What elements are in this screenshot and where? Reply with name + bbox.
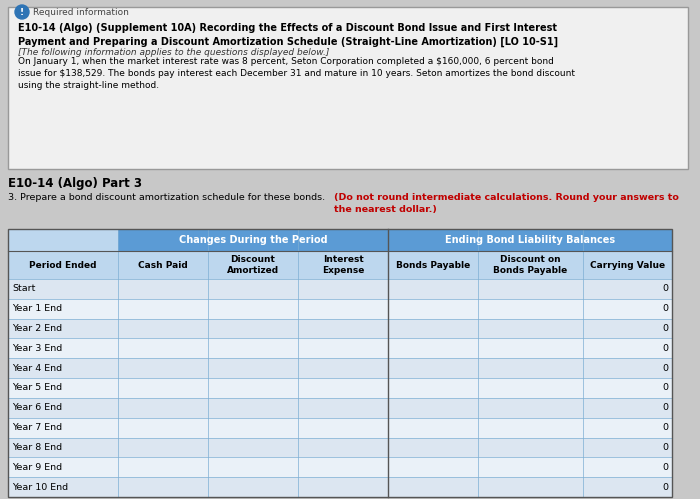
Text: On January 1, when the market interest rate was 8 percent, Seton Corporation com: On January 1, when the market interest r… <box>18 57 575 90</box>
Text: Year 5 End: Year 5 End <box>12 384 62 393</box>
Bar <box>8 418 672 438</box>
Bar <box>8 229 672 497</box>
Bar <box>8 438 672 458</box>
Text: Period Ended: Period Ended <box>29 260 97 269</box>
Text: E10-14 (Algo) Part 3: E10-14 (Algo) Part 3 <box>8 177 142 190</box>
Text: E10-14 (Algo) (Supplement 10A) Recording the Effects of a Discount Bond Issue an: E10-14 (Algo) (Supplement 10A) Recording… <box>18 23 558 47</box>
Text: 0: 0 <box>662 324 668 333</box>
Text: Year 8 End: Year 8 End <box>12 443 62 452</box>
Text: Discount
Amortized: Discount Amortized <box>227 255 279 275</box>
Text: Year 6 End: Year 6 End <box>12 403 62 412</box>
Text: 0: 0 <box>662 423 668 432</box>
Text: Discount on
Bonds Payable: Discount on Bonds Payable <box>494 255 568 275</box>
Text: 0: 0 <box>662 384 668 393</box>
Bar <box>8 251 672 279</box>
Bar <box>8 378 672 398</box>
Circle shape <box>15 5 29 19</box>
Bar <box>8 358 672 378</box>
Text: Changes During the Period: Changes During the Period <box>178 235 328 245</box>
Bar <box>118 229 388 251</box>
Text: Cash Paid: Cash Paid <box>138 260 188 269</box>
Text: Carrying Value: Carrying Value <box>590 260 665 269</box>
Text: 3. Prepare a bond discount amortization schedule for these bonds.: 3. Prepare a bond discount amortization … <box>8 193 328 202</box>
Text: Interest
Expense: Interest Expense <box>322 255 364 275</box>
Text: 0: 0 <box>662 443 668 452</box>
Text: Start: Start <box>12 284 36 293</box>
Text: Year 4 End: Year 4 End <box>12 364 62 373</box>
Bar <box>8 229 672 497</box>
Bar <box>8 338 672 358</box>
Bar <box>388 229 672 251</box>
Bar <box>8 229 118 251</box>
Bar <box>8 299 672 319</box>
Text: [The following information applies to the questions displayed below.]: [The following information applies to th… <box>18 48 330 57</box>
Text: Required information: Required information <box>33 7 129 16</box>
Text: 0: 0 <box>662 364 668 373</box>
Text: 0: 0 <box>662 344 668 353</box>
Text: 0: 0 <box>662 483 668 492</box>
Text: Bonds Payable: Bonds Payable <box>396 260 470 269</box>
Text: Year 9 End: Year 9 End <box>12 463 62 472</box>
Bar <box>8 7 688 169</box>
Text: Year 2 End: Year 2 End <box>12 324 62 333</box>
Text: 0: 0 <box>662 284 668 293</box>
Bar <box>8 398 672 418</box>
Bar <box>8 458 672 477</box>
Text: Year 3 End: Year 3 End <box>12 344 62 353</box>
Text: Year 1 End: Year 1 End <box>12 304 62 313</box>
Text: 0: 0 <box>662 304 668 313</box>
Text: Ending Bond Liability Balances: Ending Bond Liability Balances <box>445 235 615 245</box>
Bar <box>8 319 672 338</box>
Text: 0: 0 <box>662 403 668 412</box>
Text: 0: 0 <box>662 463 668 472</box>
Text: Year 7 End: Year 7 End <box>12 423 62 432</box>
Text: Year 10 End: Year 10 End <box>12 483 68 492</box>
Bar <box>8 279 672 299</box>
Text: !: ! <box>20 7 24 16</box>
Bar <box>8 477 672 497</box>
Text: (Do not round intermediate calculations. Round your answers to
the nearest dolla: (Do not round intermediate calculations.… <box>334 193 679 214</box>
